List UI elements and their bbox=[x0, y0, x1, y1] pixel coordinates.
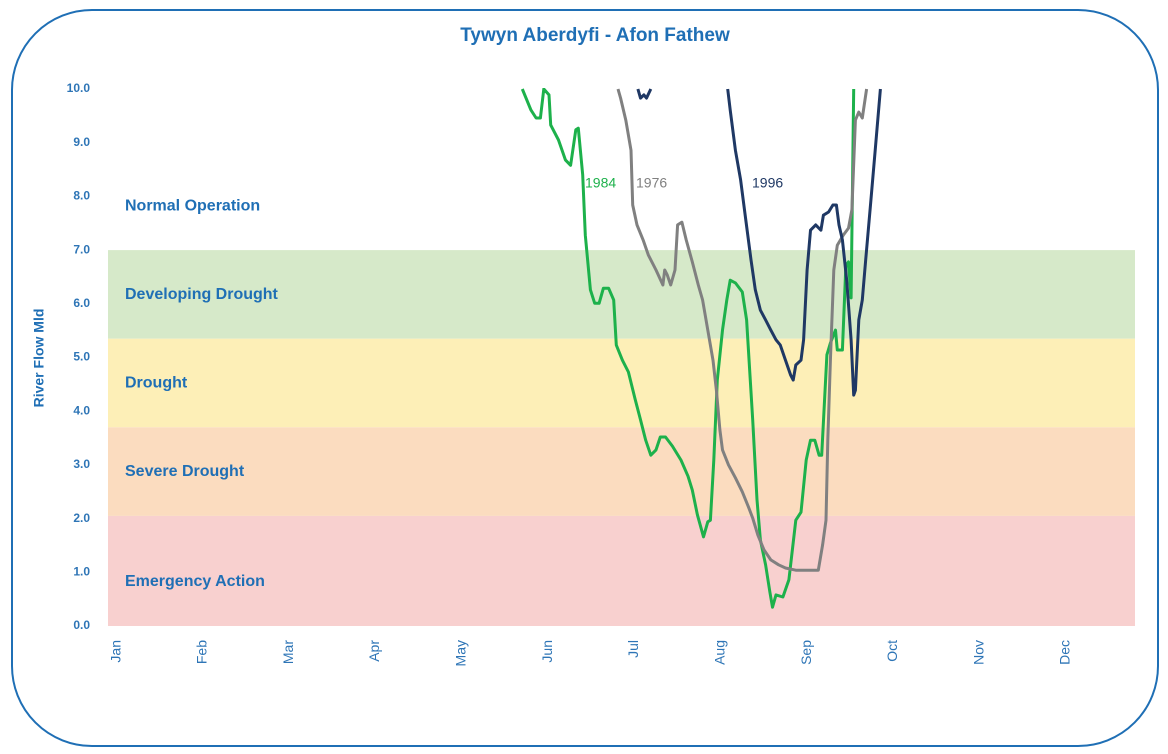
y-tick-label: 2.0 bbox=[73, 511, 90, 525]
band-label: Normal Operation bbox=[125, 197, 260, 214]
y-tick-label: 4.0 bbox=[73, 403, 90, 417]
x-tick-label: Mar bbox=[280, 640, 296, 664]
band bbox=[108, 250, 1135, 339]
y-tick-label: 10.0 bbox=[67, 81, 91, 95]
band-label: Developing Drought bbox=[125, 286, 279, 303]
series-line bbox=[636, 88, 882, 397]
x-tick-label: Jan bbox=[107, 640, 123, 663]
x-tick-label: Sep bbox=[798, 640, 814, 665]
y-tick-label: 9.0 bbox=[73, 135, 90, 149]
x-tick-label: Feb bbox=[194, 640, 210, 664]
band bbox=[108, 515, 1135, 626]
band-label: Drought bbox=[125, 374, 188, 391]
x-tick-label: Dec bbox=[1057, 640, 1073, 665]
band-label: Severe Drought bbox=[125, 463, 245, 480]
x-tick-label: Jun bbox=[539, 640, 555, 663]
y-tick-label: 6.0 bbox=[73, 296, 90, 310]
y-tick-label: 1.0 bbox=[73, 564, 90, 578]
y-tick-label: 8.0 bbox=[73, 189, 90, 203]
band bbox=[108, 427, 1135, 516]
series-line bbox=[520, 88, 856, 609]
series-line bbox=[616, 88, 869, 572]
x-tick-label: Apr bbox=[366, 640, 382, 662]
x-tick-label: May bbox=[453, 640, 469, 666]
band bbox=[108, 338, 1135, 428]
y-tick-label: 5.0 bbox=[73, 350, 90, 364]
y-tick-label: 7.0 bbox=[73, 242, 90, 256]
series-label: 1996 bbox=[752, 175, 783, 191]
x-tick-label: Aug bbox=[711, 640, 727, 665]
y-tick-label: 0.0 bbox=[73, 618, 90, 632]
series-label: 1984 bbox=[585, 175, 616, 191]
band-label: Emergency Action bbox=[125, 573, 265, 590]
band bbox=[108, 89, 1135, 251]
y-axis-label: River Flow Mld bbox=[31, 309, 47, 408]
series-label: 1976 bbox=[636, 175, 667, 191]
x-tick-label: Oct bbox=[884, 640, 900, 662]
x-tick-label: Nov bbox=[970, 640, 986, 665]
y-tick-label: 3.0 bbox=[73, 457, 90, 471]
x-tick-label: Jul bbox=[625, 640, 641, 658]
chart-title: Tywyn Aberdyfi - Afon Fathew bbox=[460, 25, 730, 46]
